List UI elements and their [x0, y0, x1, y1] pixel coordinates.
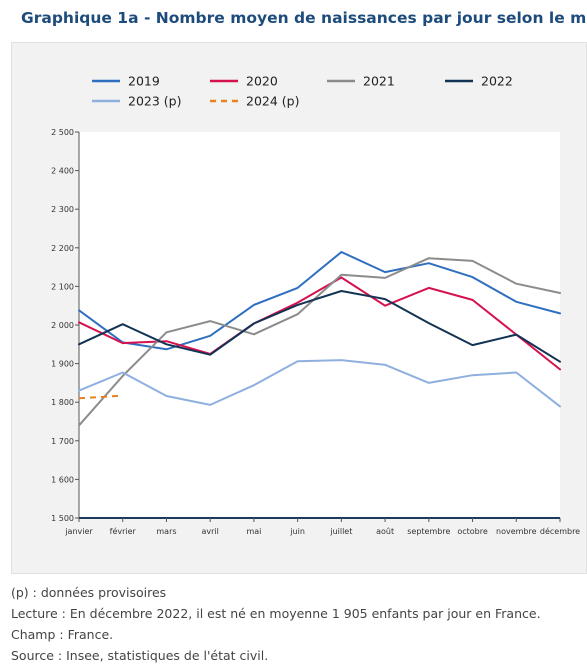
series-line-2024p — [78, 394, 123, 400]
note-reading: Lecture : En décembre 2022, il est né en… — [11, 606, 541, 621]
note-provisional: (p) : données provisoires — [11, 585, 167, 600]
x-tick-label: décembre — [540, 526, 580, 536]
legend-label: 2020 — [246, 74, 278, 89]
note-source: Source : Insee, statistiques de l'état c… — [11, 648, 269, 663]
y-tick-label: 2 500 — [51, 128, 74, 137]
x-tick-label: février — [110, 526, 137, 536]
y-tick-label: 1 500 — [51, 514, 74, 523]
x-tick-label: avril — [201, 527, 218, 536]
y-tick-label: 2 200 — [51, 244, 74, 253]
y-tick-label: 1 800 — [51, 398, 74, 407]
legend-label: 2024 (p) — [246, 94, 299, 109]
legend-label: 2023 (p) — [128, 94, 181, 109]
y-tick-label: 1 700 — [51, 437, 74, 446]
y-tick-label: 1 600 — [51, 475, 74, 484]
legend-label: 2021 — [363, 74, 395, 89]
x-tick-label: janvier — [64, 527, 93, 536]
series-line-2021 — [78, 257, 561, 427]
x-tick-label: mai — [246, 527, 261, 536]
legend-label: 2019 — [128, 74, 160, 89]
x-tick-label: octobre — [457, 527, 488, 536]
series-line-2020 — [78, 276, 561, 371]
x-tick-label: septembre — [407, 527, 450, 536]
chart-notes: (p) : données provisoires Lecture : En d… — [11, 582, 541, 666]
line-chart: 1 500 1 600 1 700 1 800 1 900 2 000 2 100 2 200… — [51, 74, 580, 537]
chart-title: Graphique 1a - Nombre moyen de naissance… — [21, 9, 587, 27]
legend-label: 2022 — [481, 74, 513, 89]
y-tick-label: 2 400 — [51, 167, 74, 176]
x-tick-label: juin — [289, 527, 305, 536]
plot-area — [79, 132, 560, 519]
x-tick-label: août — [376, 527, 394, 536]
series-line-2023p — [78, 359, 561, 408]
note-scope: Champ : France. — [11, 627, 114, 642]
series-line-2022 — [78, 290, 561, 363]
x-tick-label: mars — [156, 527, 176, 536]
y-tick-label: 2 000 — [51, 321, 74, 330]
x-tick-label: juillet — [329, 527, 352, 536]
y-tick-label: 2 300 — [51, 205, 74, 214]
series-line-2019 — [78, 251, 561, 351]
y-tick-label: 1 900 — [51, 360, 74, 369]
y-tick-label: 2 100 — [51, 282, 74, 291]
x-tick-label: novembre — [496, 527, 537, 536]
